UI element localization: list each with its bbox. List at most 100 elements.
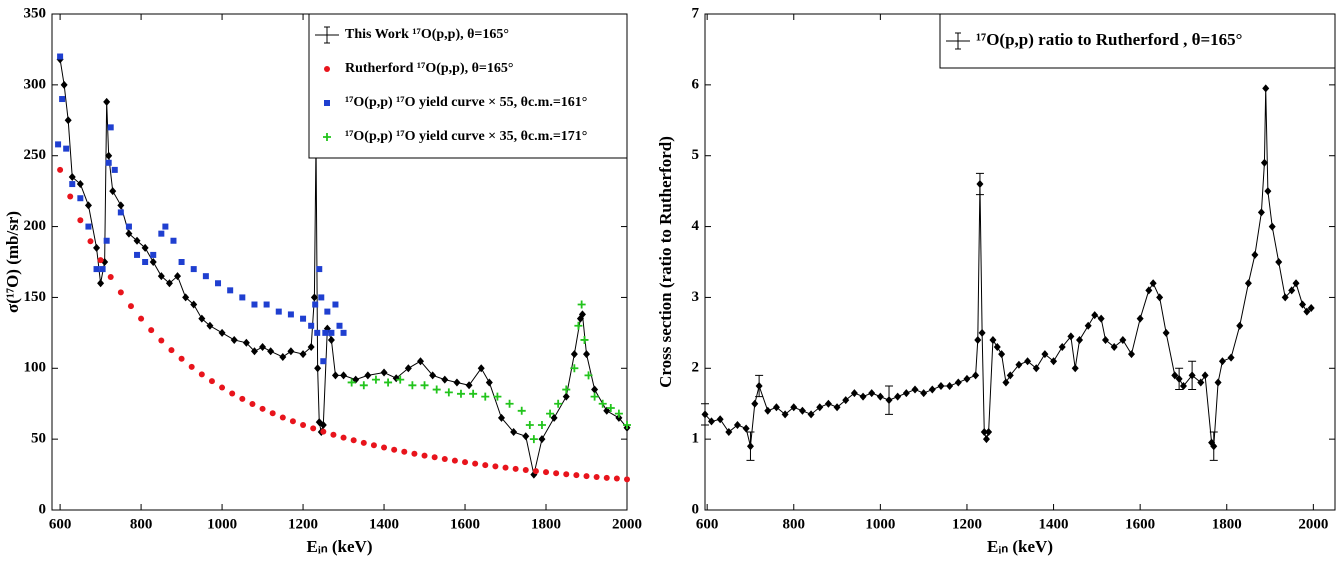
marker [312, 301, 319, 308]
marker [117, 289, 124, 296]
marker [1236, 321, 1244, 330]
marker [842, 396, 850, 405]
marker [562, 392, 570, 401]
marker [477, 364, 485, 373]
y-tick-label: 1 [692, 431, 700, 447]
marker [781, 410, 789, 419]
legend-label: ¹⁷O(p,p) ratio to Rutherford , θ=165° [976, 30, 1242, 49]
y-tick-label: 350 [24, 5, 47, 21]
marker [111, 166, 118, 173]
marker [371, 375, 380, 384]
marker [188, 363, 195, 370]
y-axis-label: Cross section (ratio to Rutherford) [656, 136, 675, 388]
marker [148, 327, 155, 334]
marker [1076, 335, 1084, 344]
marker [242, 338, 250, 347]
marker [613, 475, 620, 482]
marker [1171, 371, 1179, 380]
marker [359, 381, 368, 390]
marker [125, 223, 132, 230]
marker [416, 357, 424, 366]
marker [1110, 343, 1118, 352]
marker [340, 329, 347, 336]
marker [537, 420, 546, 429]
marker [725, 428, 733, 437]
marker [510, 428, 518, 437]
marker [1268, 222, 1276, 231]
marker [593, 473, 600, 480]
legend-marker [324, 66, 330, 72]
marker [972, 371, 980, 380]
marker [1175, 374, 1183, 383]
marker [190, 266, 197, 273]
marker [125, 229, 133, 238]
marker [85, 223, 92, 230]
marker [103, 237, 110, 244]
marker [263, 301, 270, 308]
marker [142, 259, 149, 265]
marker [408, 381, 417, 390]
x-tick-label: 2000 [1298, 516, 1328, 532]
marker [331, 371, 339, 380]
x-axis-label: Eᵢₙ (keV) [987, 537, 1053, 556]
marker [215, 280, 222, 287]
marker [208, 378, 215, 385]
marker [57, 166, 64, 173]
marker [1275, 258, 1283, 266]
marker [429, 371, 437, 380]
marker [1288, 286, 1296, 295]
marker [97, 279, 105, 288]
marker [577, 300, 586, 309]
marker [614, 409, 623, 418]
marker [279, 414, 286, 421]
marker [746, 442, 754, 451]
marker [894, 392, 902, 401]
marker [327, 335, 335, 344]
marker [624, 476, 630, 483]
marker [543, 469, 550, 476]
marker [310, 425, 317, 432]
marker [138, 315, 145, 322]
marker [1119, 335, 1127, 344]
marker [1156, 293, 1164, 302]
marker [553, 470, 560, 477]
marker [67, 193, 74, 200]
marker [985, 428, 993, 437]
y-tick-label: 200 [24, 218, 47, 234]
marker [307, 343, 315, 352]
marker [946, 382, 954, 390]
marker [149, 258, 157, 266]
marker [598, 399, 607, 408]
marker [859, 392, 867, 401]
marker [332, 301, 339, 308]
marker [485, 378, 493, 387]
marker [1102, 335, 1110, 344]
y-tick-label: 7 [692, 5, 700, 21]
marker [591, 385, 599, 394]
marker [109, 187, 117, 196]
marker [481, 392, 490, 401]
marker [497, 413, 505, 422]
marker [1201, 371, 1209, 380]
marker [289, 418, 296, 425]
marker [190, 300, 198, 309]
marker [462, 459, 469, 466]
marker [97, 257, 104, 264]
marker [340, 434, 347, 441]
marker [178, 259, 185, 265]
marker [392, 374, 400, 383]
marker [441, 375, 449, 384]
marker [219, 384, 226, 391]
marker [310, 293, 318, 302]
marker [59, 96, 66, 103]
marker [396, 375, 405, 384]
marker [133, 236, 141, 245]
marker [512, 465, 519, 472]
marker [517, 406, 526, 415]
marker [336, 322, 343, 329]
marker [1136, 314, 1144, 323]
y-tick-label: 300 [24, 76, 47, 92]
marker [249, 400, 256, 407]
marker [178, 355, 185, 362]
